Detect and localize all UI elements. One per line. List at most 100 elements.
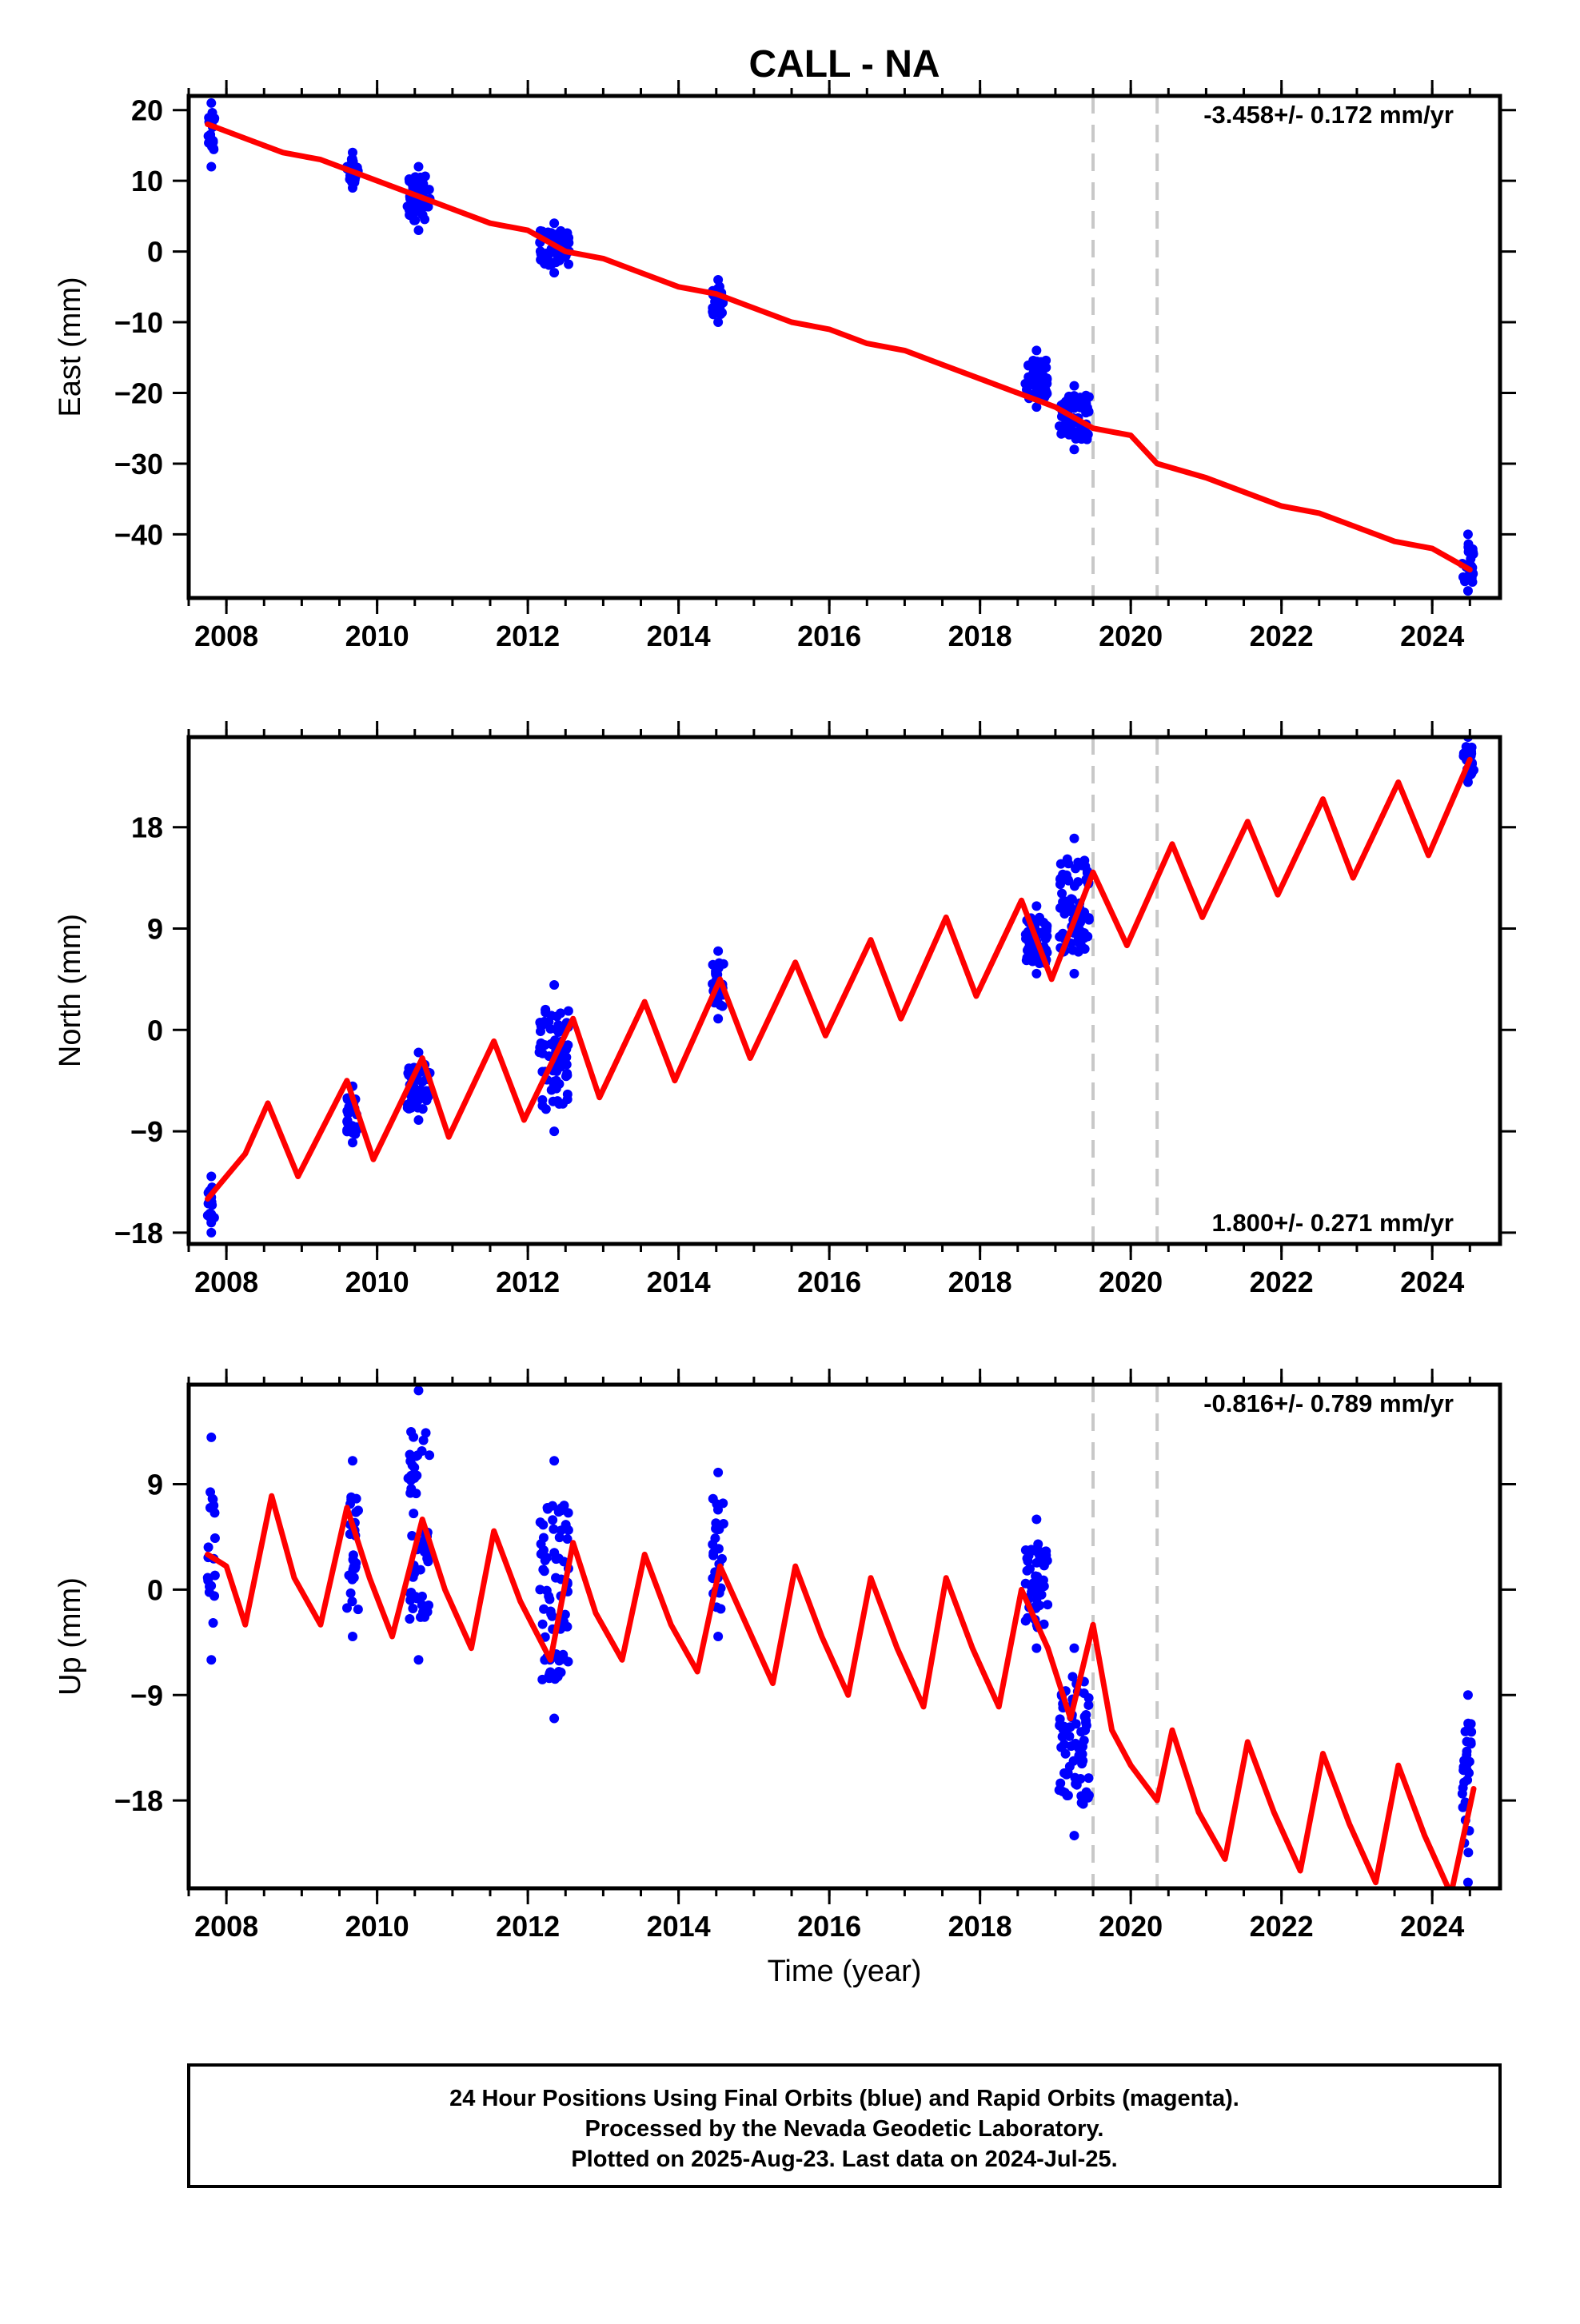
chart-title: CALL - NA: [748, 43, 940, 86]
y-tick-label: −10: [114, 306, 163, 339]
data-point: [555, 1062, 565, 1072]
data-point: [554, 1078, 565, 1089]
data-point: [1022, 1565, 1032, 1576]
data-point: [1462, 777, 1473, 787]
y-tick-label: 18: [131, 811, 163, 844]
x-tick-label: 2024: [1400, 620, 1464, 652]
x-tick-label: 2020: [1099, 1266, 1163, 1298]
data-point: [1069, 444, 1079, 455]
data-point: [551, 1554, 561, 1565]
data-point: [549, 979, 560, 990]
plot-area-up: [202, 1385, 1477, 1888]
data-point: [1020, 378, 1031, 389]
data-point: [1459, 1777, 1470, 1788]
data-point: [209, 1501, 219, 1511]
footer-line-3: Plotted on 2025-Aug-23. Last data on 202…: [571, 2147, 1117, 2172]
data-point: [420, 1612, 430, 1622]
data-point: [1067, 419, 1078, 429]
data-point: [1083, 1692, 1094, 1703]
data-point: [1023, 1550, 1034, 1561]
data-point: [1466, 1719, 1476, 1729]
data-point: [1059, 905, 1069, 915]
data-point: [545, 1594, 555, 1604]
x-tick-label: 2022: [1250, 1266, 1314, 1298]
x-tick-label: 2020: [1099, 620, 1163, 652]
data-point: [1074, 938, 1084, 948]
data-point: [1031, 1594, 1042, 1604]
data-point: [1031, 1643, 1042, 1653]
data-point: [538, 1520, 549, 1530]
data-point: [556, 231, 566, 241]
data-point: [708, 1550, 719, 1561]
data-point: [563, 1508, 573, 1518]
footer-line-1: 24 Hour Positions Using Final Orbits (bl…: [449, 2086, 1239, 2111]
data-point: [558, 1649, 569, 1660]
data-point: [347, 1574, 357, 1585]
data-point: [347, 1597, 357, 1607]
data-point: [206, 161, 217, 172]
data-point: [1463, 1848, 1474, 1858]
data-point: [554, 1533, 565, 1543]
data-point: [1033, 1539, 1043, 1549]
data-point: [423, 201, 433, 212]
x-tick-label: 2022: [1250, 620, 1314, 652]
data-point: [1064, 1761, 1075, 1772]
panel-east: East (mm)2008 2010 2012 2014 2016 2018 2020 202…: [54, 80, 1516, 652]
data-point: [1042, 373, 1052, 384]
data-point: [203, 1542, 213, 1553]
data-point: [1057, 1786, 1067, 1796]
data-point: [1060, 420, 1071, 430]
data-point: [413, 199, 423, 209]
data-point: [713, 1014, 724, 1024]
y-axis-label-east: East (mm): [54, 277, 87, 417]
data-point: [1028, 1578, 1039, 1589]
y-tick-label: 0: [147, 236, 163, 269]
data-point: [412, 1470, 422, 1481]
data-point: [1070, 1772, 1080, 1783]
data-point: [541, 1585, 552, 1596]
data-point: [1069, 968, 1079, 979]
y-tick-label: −9: [130, 1679, 163, 1712]
x-tick-label: 2014: [647, 1266, 711, 1298]
data-point: [563, 1006, 573, 1016]
y-tick-label: −40: [114, 518, 163, 551]
data-point: [1024, 946, 1035, 956]
data-point: [561, 1052, 572, 1062]
data-point: [1063, 859, 1074, 869]
data-point: [419, 1091, 429, 1102]
data-point: [346, 1492, 357, 1502]
data-point: [415, 172, 425, 182]
data-point: [345, 1588, 356, 1598]
data-point: [350, 1129, 361, 1139]
x-tick-label: 2018: [948, 1266, 1012, 1298]
data-point: [205, 130, 216, 140]
plot-frame-east: [186, 94, 1502, 600]
data-point: [1057, 888, 1067, 899]
data-point: [409, 209, 419, 220]
data-point: [1458, 1765, 1469, 1776]
data-point: [718, 1519, 728, 1529]
data-point: [548, 1039, 558, 1050]
y-tick-label: 9: [147, 913, 163, 946]
data-point: [556, 1008, 566, 1018]
data-point: [1023, 361, 1034, 371]
data-point: [1083, 931, 1093, 942]
data-point: [1080, 1725, 1091, 1736]
rate-label-east: -3.458+/- 0.172 mm/yr: [1203, 101, 1454, 129]
data-point: [1078, 1799, 1088, 1809]
data-point: [1033, 362, 1043, 373]
data-point: [541, 1104, 551, 1114]
data-point: [708, 1539, 718, 1549]
data-point: [1031, 1586, 1042, 1597]
data-point: [413, 1655, 424, 1665]
data-point: [1460, 576, 1470, 587]
data-point: [713, 317, 724, 328]
data-point: [708, 309, 719, 320]
data-point: [209, 1533, 220, 1544]
data-point: [1083, 406, 1094, 417]
data-point: [209, 1570, 220, 1581]
data-point: [1036, 927, 1047, 938]
data-point: [403, 1473, 413, 1484]
data-point: [1073, 877, 1083, 887]
